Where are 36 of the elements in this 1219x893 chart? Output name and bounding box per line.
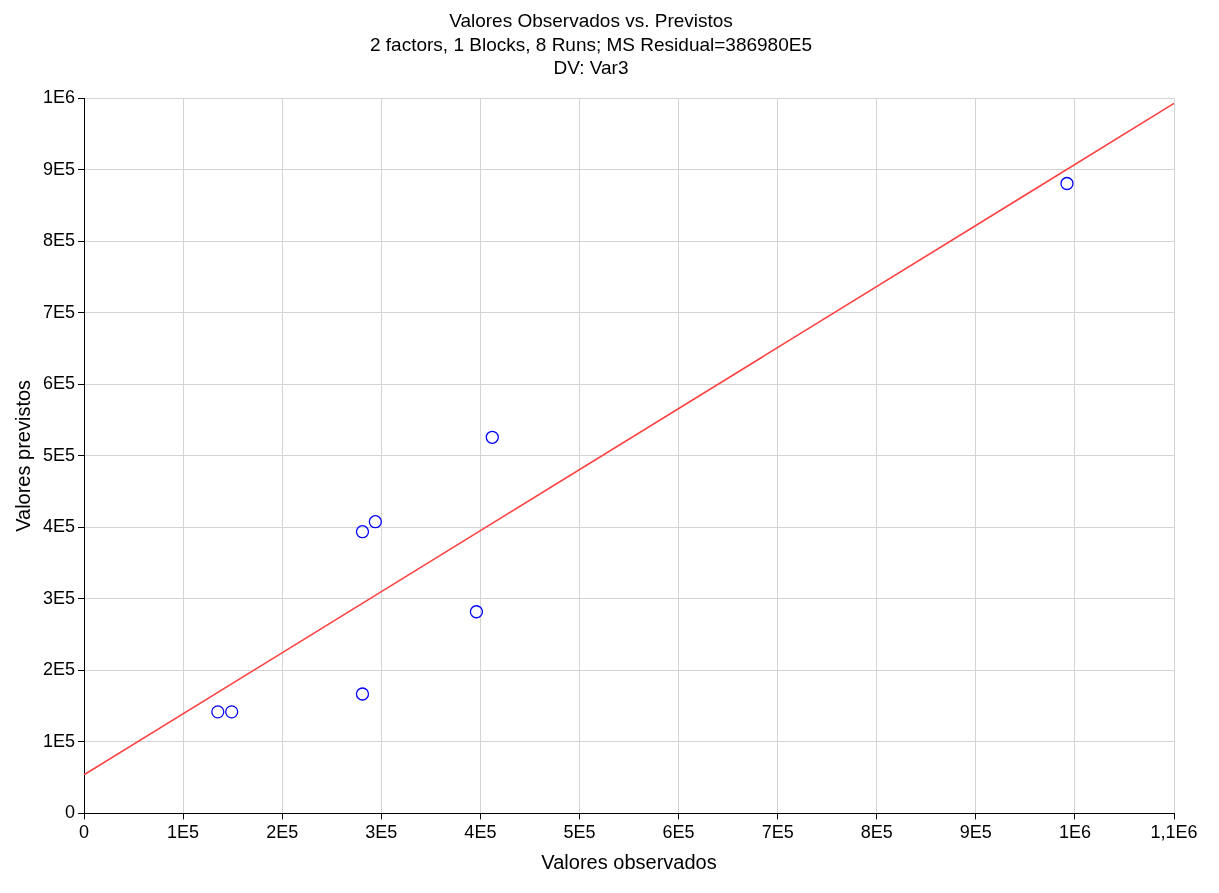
point [368,515,382,529]
y-tick-label: 7E5 [43,301,76,322]
y-tick-label: 9E5 [43,158,76,179]
text: DV: Var3 [553,57,629,79]
y-tick-label: 5E5 [43,444,76,465]
point [211,705,225,719]
x-tick-label: 3E5 [365,822,398,843]
x-axis-title: Valores observados [541,850,717,873]
y-tick-label: 6E5 [43,373,76,394]
x-tick-label: 4E5 [464,822,497,843]
y-tick-label: 1E5 [43,730,76,751]
chart-title: Valores Observados vs. Previstos [449,9,733,31]
x-tick-label: 2E5 [266,822,299,843]
point [225,705,239,719]
point [469,605,484,619]
y-tick-label: 8E5 [43,230,76,251]
x-tick-label: 6E5 [662,822,695,843]
point [485,430,499,444]
y-tick-label: 1E6 [43,87,76,108]
x-tick-label: 0 [79,822,90,843]
x-tick-label: 5E5 [563,822,596,843]
x-tick-label: 7E5 [761,822,794,843]
x-tick-label: 8E5 [860,822,893,843]
x-tick-label: 1,1E6 [1150,822,1198,843]
x-tick-label: 1E6 [1058,822,1091,843]
x-tick-label: 9E5 [959,822,992,843]
x-tick-label: 1E5 [167,822,200,843]
point [1060,176,1074,191]
y-tick-label: 4E5 [43,516,76,537]
point [355,525,370,539]
chart-subtitle: 2 factors, 1 Blocks, 8 Runs; MS Residual=386980E5 [370,34,812,56]
point [355,687,370,701]
y-tick-label: 2E5 [43,659,76,680]
y-tick-label: 3E5 [43,587,76,608]
y-axis-title: Valores previstos [11,379,34,532]
y-tick-label: 0 [65,802,76,823]
